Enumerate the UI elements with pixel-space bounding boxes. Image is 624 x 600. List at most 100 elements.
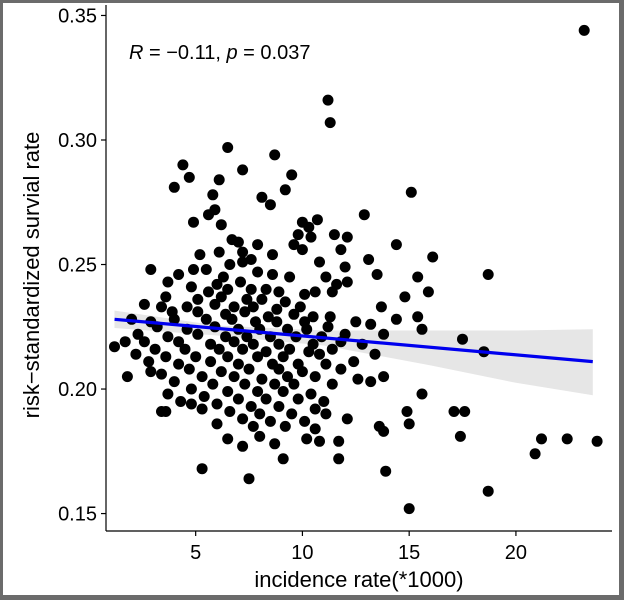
data-point	[237, 164, 249, 176]
data-point	[335, 363, 347, 375]
data-point	[198, 391, 210, 402]
data-point	[243, 363, 255, 375]
data-point	[228, 336, 240, 348]
data-point	[185, 281, 197, 293]
data-point	[245, 254, 257, 265]
data-point	[307, 311, 319, 323]
data-point	[288, 378, 300, 390]
data-point	[188, 264, 199, 275]
chart-frame: 5 10 15 20 0.15 0.20 0.25 0.30 0.35 R = −0.11, p…	[3, 3, 619, 595]
x-tick-label: 15	[398, 542, 420, 564]
data-point	[156, 301, 167, 313]
y-tick-label: 0.35	[58, 5, 97, 27]
data-point	[448, 406, 460, 417]
data-point	[277, 386, 289, 397]
data-point	[375, 301, 387, 313]
data-point	[237, 413, 249, 425]
data-point	[482, 485, 494, 497]
data-point	[271, 316, 283, 328]
data-point	[358, 209, 370, 221]
data-point	[162, 276, 174, 288]
data-point	[301, 323, 313, 335]
data-point	[457, 333, 468, 345]
data-point	[427, 251, 439, 263]
data-point	[252, 351, 264, 363]
data-point	[160, 351, 172, 363]
data-point	[209, 298, 221, 310]
data-point	[326, 343, 338, 355]
data-point	[365, 376, 377, 388]
data-point	[314, 348, 325, 360]
y-tick-label: 0.15	[58, 504, 97, 526]
data-point	[185, 398, 197, 410]
data-point	[273, 338, 285, 350]
data-point	[401, 406, 413, 417]
data-point	[247, 338, 259, 350]
data-point	[252, 266, 264, 278]
data-point	[211, 278, 223, 290]
x-tick-label: 10	[291, 542, 313, 564]
data-point	[177, 159, 189, 171]
data-point	[190, 351, 202, 363]
data-point	[205, 356, 217, 368]
data-point	[286, 169, 298, 181]
data-point	[363, 254, 375, 265]
data-point	[264, 415, 276, 427]
data-point	[339, 261, 351, 273]
data-point	[271, 303, 283, 315]
data-point	[162, 331, 174, 343]
data-point	[454, 430, 466, 442]
data-point	[403, 503, 415, 515]
data-point	[305, 388, 317, 400]
data-point	[284, 271, 296, 283]
data-point	[239, 378, 251, 390]
data-point	[536, 433, 547, 445]
data-point	[320, 358, 332, 370]
data-point	[286, 408, 298, 420]
data-point	[196, 403, 208, 415]
data-point	[232, 358, 244, 370]
data-point	[314, 256, 325, 268]
data-point	[309, 423, 321, 435]
data-point	[369, 348, 381, 360]
data-point	[156, 406, 167, 417]
data-point	[239, 306, 251, 318]
data-point	[256, 191, 268, 203]
data-point	[183, 363, 195, 375]
data-point	[390, 239, 402, 251]
correlation-annotation: R = −0.11, p = 0.037	[129, 42, 310, 64]
data-point	[213, 246, 225, 258]
data-point	[168, 313, 180, 325]
data-point	[309, 371, 321, 383]
data-point	[561, 433, 573, 445]
data-point	[269, 149, 281, 161]
data-point	[235, 276, 246, 288]
data-point	[403, 418, 415, 430]
data-point	[181, 301, 193, 313]
data-point	[326, 378, 338, 390]
data-point	[296, 366, 308, 378]
data-point	[192, 306, 204, 318]
data-point	[264, 199, 276, 211]
data-point	[168, 181, 180, 193]
data-point	[269, 438, 281, 450]
y-tick-label: 0.20	[58, 379, 97, 401]
data-point	[416, 323, 428, 335]
data-point	[260, 393, 272, 405]
data-point	[168, 376, 180, 388]
data-point	[145, 264, 157, 275]
data-point	[341, 276, 353, 288]
data-point	[378, 371, 390, 383]
data-point	[279, 420, 291, 432]
data-point	[241, 331, 253, 343]
data-point	[341, 231, 353, 243]
data-point	[273, 286, 285, 298]
data-point	[314, 435, 325, 447]
data-point	[294, 301, 306, 313]
data-point	[243, 473, 255, 485]
data-point	[222, 433, 234, 445]
data-point	[121, 371, 133, 383]
data-point	[288, 239, 300, 251]
data-point	[303, 221, 315, 233]
points-layer	[109, 24, 603, 515]
